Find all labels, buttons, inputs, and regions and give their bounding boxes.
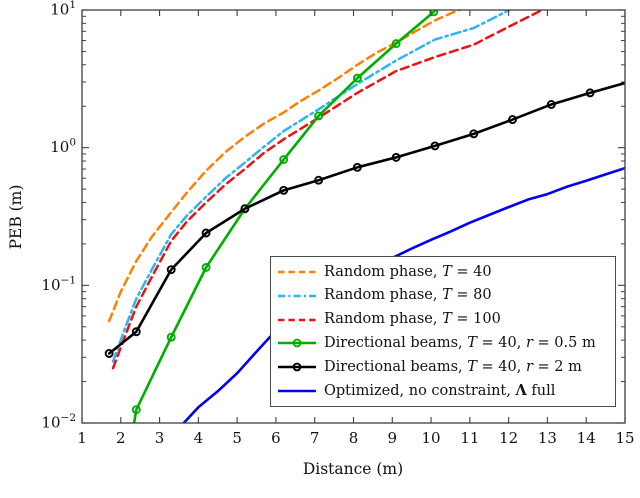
series-random-phase-t40 xyxy=(107,10,463,323)
data-point-marker xyxy=(314,111,324,121)
data-point-marker xyxy=(201,228,211,238)
x-tick-label: 9 xyxy=(388,429,398,447)
legend-label: Random phase, T = 80 xyxy=(324,287,492,304)
series-directional-beams-r05 xyxy=(131,10,439,423)
legend-item-optimized-no-constraint: Optimized, no constraint, Λ full xyxy=(277,380,613,403)
legend-swatch-random-phase-t40 xyxy=(278,270,316,274)
x-tick-label: 1 xyxy=(77,429,87,447)
data-point-marker xyxy=(429,10,439,17)
plot-axes xyxy=(81,9,626,424)
legend-label: Random phase, T = 40 xyxy=(324,263,492,280)
data-point-marker xyxy=(279,185,289,195)
x-tick-label: 14 xyxy=(577,429,596,447)
data-point-marker xyxy=(352,73,362,83)
y-tick-label: 10−2 xyxy=(41,412,76,432)
legend-swatch-directional-beams-r05 xyxy=(278,339,316,348)
legend-label: Directional beams, T = 40, r = 0.5 m xyxy=(324,335,596,352)
series-random-phase-t80 xyxy=(111,10,513,363)
series-random-phase-t100 xyxy=(111,10,545,370)
data-point-marker xyxy=(166,265,176,275)
legend-item-directional-beams-r2: Directional beams, T = 40, r = 2 m xyxy=(277,356,613,379)
y-tick-label: 10−1 xyxy=(41,274,76,294)
legend-label: Optimized, no constraint, Λ full xyxy=(324,381,556,399)
series-directional-beams-r2 xyxy=(104,81,625,358)
legend-label: Random phase, T = 100 xyxy=(324,311,501,328)
data-point-marker xyxy=(131,327,141,337)
legend-item-random-phase-t80: Random phase, T = 80 xyxy=(277,284,613,307)
legend-label: Directional beams, T = 40, r = 2 m xyxy=(324,358,582,375)
x-axis-label: Distance (m) xyxy=(303,460,403,478)
x-tick-label: 10 xyxy=(422,429,441,447)
legend-item-random-phase-t40: Random phase, T = 40 xyxy=(277,260,613,283)
x-tick-label: 13 xyxy=(538,429,557,447)
plot-curves xyxy=(104,10,625,423)
data-point-marker xyxy=(585,88,595,98)
x-tick-label: 15 xyxy=(615,429,634,447)
x-tick-label: 7 xyxy=(310,429,320,447)
data-point-marker xyxy=(469,129,479,139)
data-point-marker xyxy=(314,175,324,185)
data-point-marker xyxy=(430,141,440,151)
data-point-marker xyxy=(391,39,401,49)
data-point-marker xyxy=(352,162,362,172)
data-point-marker xyxy=(508,115,517,125)
data-point-marker xyxy=(546,100,556,109)
x-tick-label: 8 xyxy=(349,429,359,447)
data-point-marker xyxy=(201,262,211,272)
x-tick-label: 2 xyxy=(116,429,126,447)
legend-swatch-directional-beams-r2 xyxy=(278,362,316,372)
legend-swatch-random-phase-t100 xyxy=(278,318,316,321)
x-tick-label: 11 xyxy=(460,429,479,447)
x-tick-label: 6 xyxy=(271,429,281,447)
legend-item-directional-beams-r05: Directional beams, T = 40, r = 0.5 m xyxy=(277,332,613,355)
series-optimized-no-constraint xyxy=(181,166,625,423)
y-tick-label: 101 xyxy=(50,0,76,19)
data-point-marker xyxy=(131,405,141,415)
x-tick-label: 5 xyxy=(232,429,242,447)
data-point-marker xyxy=(166,332,176,342)
x-tick-label: 4 xyxy=(194,429,204,447)
legend-swatch-random-phase-t80 xyxy=(278,294,316,297)
data-point-marker xyxy=(240,204,250,214)
data-point-marker xyxy=(104,349,114,358)
chart-legend: Random phase, T = 40 Random phase, T = 80… xyxy=(270,256,616,407)
data-point-marker xyxy=(391,152,401,162)
y-tick-label: 100 xyxy=(50,137,76,157)
x-tick-label: 12 xyxy=(499,429,518,447)
data-point-marker xyxy=(279,155,289,164)
legend-item-random-phase-t100: Random phase, T = 100 xyxy=(277,308,613,331)
y-axis-label: PEB (m) xyxy=(7,185,25,250)
legend-swatch-optimized-no-constraint xyxy=(278,389,316,393)
x-tick-label: 3 xyxy=(155,429,165,447)
